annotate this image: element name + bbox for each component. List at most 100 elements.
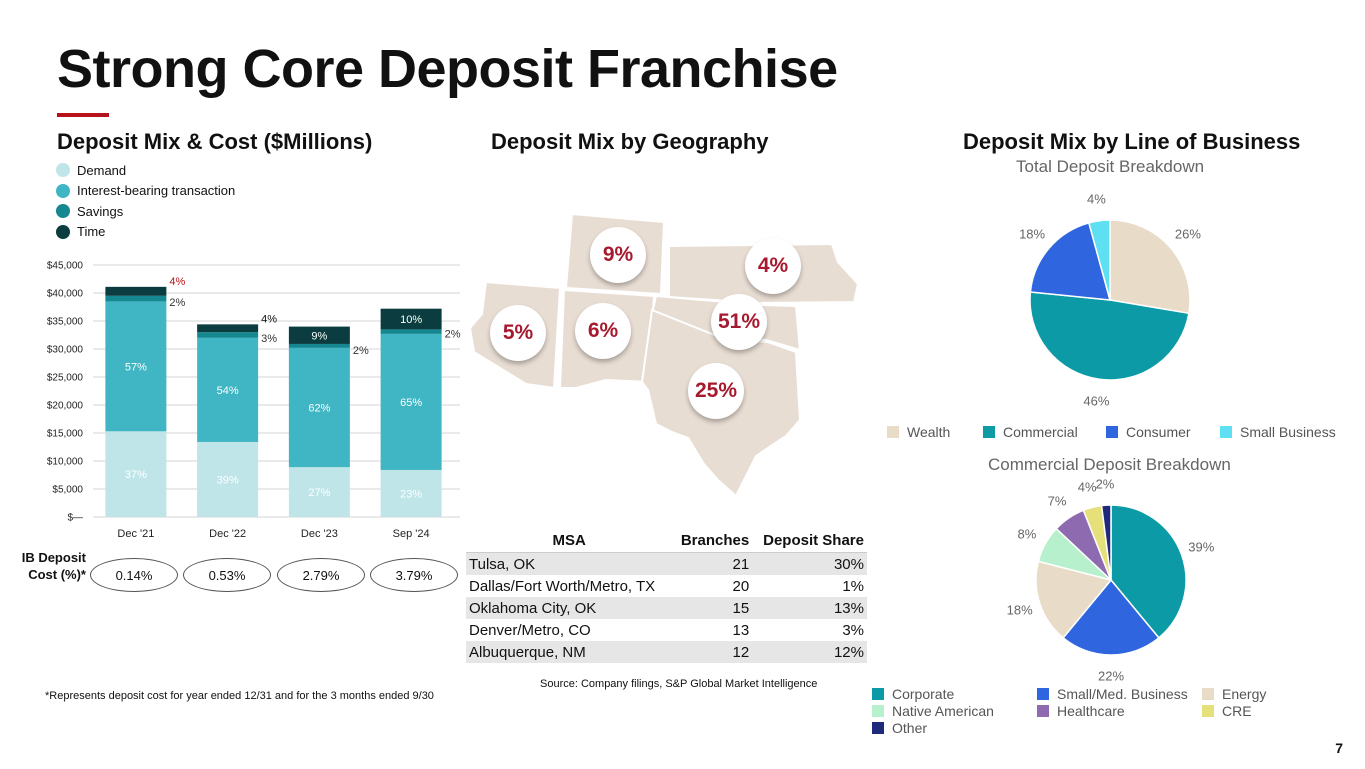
bar-data-label: 2% bbox=[169, 297, 185, 309]
legend-consumer: Consumer bbox=[1106, 424, 1191, 440]
ib-cost-pill: 2.79% bbox=[277, 558, 365, 592]
bar-segment bbox=[197, 324, 259, 333]
ib-cost-pill: 3.79% bbox=[370, 558, 458, 592]
legend-ib-transaction: Interest-bearing transaction bbox=[56, 181, 235, 202]
table-header: Branches bbox=[680, 531, 750, 549]
lob-title: Deposit Mix by Line of Business bbox=[963, 129, 1301, 154]
page-title: Strong Core Deposit Franchise bbox=[57, 39, 838, 99]
x-tick-label: Dec '22 bbox=[209, 528, 246, 540]
pie-value-label: 18% bbox=[1019, 226, 1046, 242]
bar-data-label: 37% bbox=[125, 469, 147, 481]
bar-segment bbox=[105, 286, 167, 296]
y-tick-label: $45,000 bbox=[47, 261, 84, 272]
table-header: Deposit Share bbox=[763, 531, 864, 549]
bar-segment bbox=[288, 343, 350, 348]
bar-segment bbox=[105, 301, 167, 432]
pie-value-label: 8% bbox=[1017, 526, 1037, 542]
bar-data-label: 3% bbox=[261, 333, 277, 345]
legend-time: Time bbox=[56, 222, 235, 243]
pie-slice bbox=[1109, 219, 1191, 315]
table-row: Denver/Metro, CO 13 3% bbox=[466, 619, 867, 641]
table-cell: Albuquerque, NM bbox=[466, 641, 673, 663]
pie-slice bbox=[1062, 578, 1160, 656]
table-header-row: MSA Branches Deposit Share bbox=[466, 528, 867, 553]
geography-map bbox=[468, 212, 860, 498]
bar-data-label: 9% bbox=[311, 330, 327, 342]
legend-native-american: Native American bbox=[872, 703, 994, 719]
table-row: Albuquerque, NM 12 12% bbox=[466, 641, 867, 663]
y-tick-label: $15,000 bbox=[47, 429, 84, 440]
table-cell: 3% bbox=[842, 621, 864, 639]
map-bubble-tx: 25% bbox=[688, 363, 744, 419]
msa-table: MSA Branches Deposit Share Tulsa, OK 21 … bbox=[466, 528, 867, 663]
pie-value-label: 18% bbox=[1006, 602, 1033, 618]
x-tick-label: Sep '24 bbox=[393, 528, 430, 540]
bar-segment bbox=[288, 326, 350, 344]
bar-segment bbox=[105, 431, 167, 517]
ib-cost-label: IB Deposit Cost (%)* bbox=[21, 550, 86, 582]
table-cell: 13% bbox=[752, 597, 867, 619]
pie-value-label: 46% bbox=[1083, 393, 1110, 409]
table-cell: 12% bbox=[752, 641, 867, 663]
pie-value-label: 7% bbox=[1047, 493, 1067, 509]
ib-cost-pill: 0.14% bbox=[90, 558, 178, 592]
table-cell: Dallas/Fort Worth/Metro, TX bbox=[469, 577, 656, 595]
geography-title: Deposit Mix by Geography bbox=[491, 129, 769, 154]
bar-segment bbox=[197, 332, 259, 338]
title-accent-rule bbox=[57, 113, 109, 117]
pie-value-label: 22% bbox=[1097, 668, 1125, 684]
source-note: Source: Company filings, S&P Global Mark… bbox=[540, 678, 818, 690]
table-cell: 12 bbox=[672, 641, 753, 663]
deposit-mix-bar-chart: $— $5,000 $10,000 $15,000 $20,000 $25,000 $30,… bbox=[47, 261, 461, 541]
legend-corporate: Corporate bbox=[872, 686, 954, 702]
commercial-pie-subtitle: Commercial Deposit Breakdown bbox=[988, 455, 1231, 474]
bar-segment bbox=[380, 308, 442, 330]
pie-value-label: 4% bbox=[1086, 191, 1106, 207]
bar-segment bbox=[380, 333, 442, 470]
bar-data-label: 27% bbox=[308, 487, 330, 499]
y-tick-label: $— bbox=[67, 513, 83, 524]
table-cell: 15 bbox=[672, 597, 753, 619]
pie-slice bbox=[1029, 291, 1190, 381]
bar-data-label: 4% bbox=[169, 276, 185, 288]
pie-value-label: 26% bbox=[1174, 226, 1201, 242]
legend-other: Other bbox=[872, 720, 927, 736]
bar-data-label: 10% bbox=[400, 314, 422, 326]
pie-slice bbox=[1029, 221, 1112, 301]
legend-cre: CRE bbox=[1202, 703, 1252, 719]
mix-cost-title: Deposit Mix & Cost ($Millions) bbox=[57, 129, 373, 154]
map-bubble-nm: 6% bbox=[575, 303, 631, 359]
map-bubble-wy: 9% bbox=[590, 227, 646, 283]
legend-small-business: Small Business bbox=[1220, 424, 1336, 440]
total-pie-subtitle: Total Deposit Breakdown bbox=[1016, 157, 1205, 176]
legend-demand: Demand bbox=[56, 160, 235, 181]
bar-segment bbox=[380, 469, 442, 517]
y-tick-label: $40,000 bbox=[47, 289, 84, 300]
commercial-deposit-pie bbox=[1035, 504, 1187, 656]
y-tick-label: $5,000 bbox=[52, 485, 83, 496]
x-tick-label: Dec '21 bbox=[117, 528, 154, 540]
y-tick-label: $25,000 bbox=[47, 373, 84, 384]
y-tick-label: $20,000 bbox=[47, 401, 84, 412]
bar-segment bbox=[197, 441, 259, 517]
legend-healthcare: Healthcare bbox=[1037, 703, 1125, 719]
bar-data-label: 62% bbox=[308, 403, 330, 415]
pie-slice bbox=[1100, 504, 1112, 581]
ib-cost-pill: 0.53% bbox=[183, 558, 271, 592]
table-row: Dallas/Fort Worth/Metro, TX 20 1% bbox=[466, 575, 867, 597]
legend-savings: Savings bbox=[56, 201, 235, 222]
pie-value-label: 4% bbox=[1077, 479, 1097, 495]
legend-commercial: Commercial bbox=[983, 424, 1078, 440]
total-deposit-pie bbox=[1029, 219, 1191, 381]
table-row: Oklahoma City, OK 15 13% bbox=[466, 597, 867, 619]
x-tick-label: Dec '23 bbox=[301, 528, 338, 540]
table-cell: 1% bbox=[842, 577, 864, 595]
y-tick-label: $10,000 bbox=[47, 457, 84, 468]
pie-value-label: 2% bbox=[1095, 476, 1115, 492]
bar-segment bbox=[288, 347, 350, 468]
bar-data-label: 23% bbox=[400, 488, 422, 500]
table-cell: 30% bbox=[752, 552, 867, 575]
bar-data-label: 65% bbox=[400, 397, 422, 409]
page-number: 7 bbox=[1335, 740, 1343, 756]
pie-slice bbox=[1035, 560, 1113, 639]
